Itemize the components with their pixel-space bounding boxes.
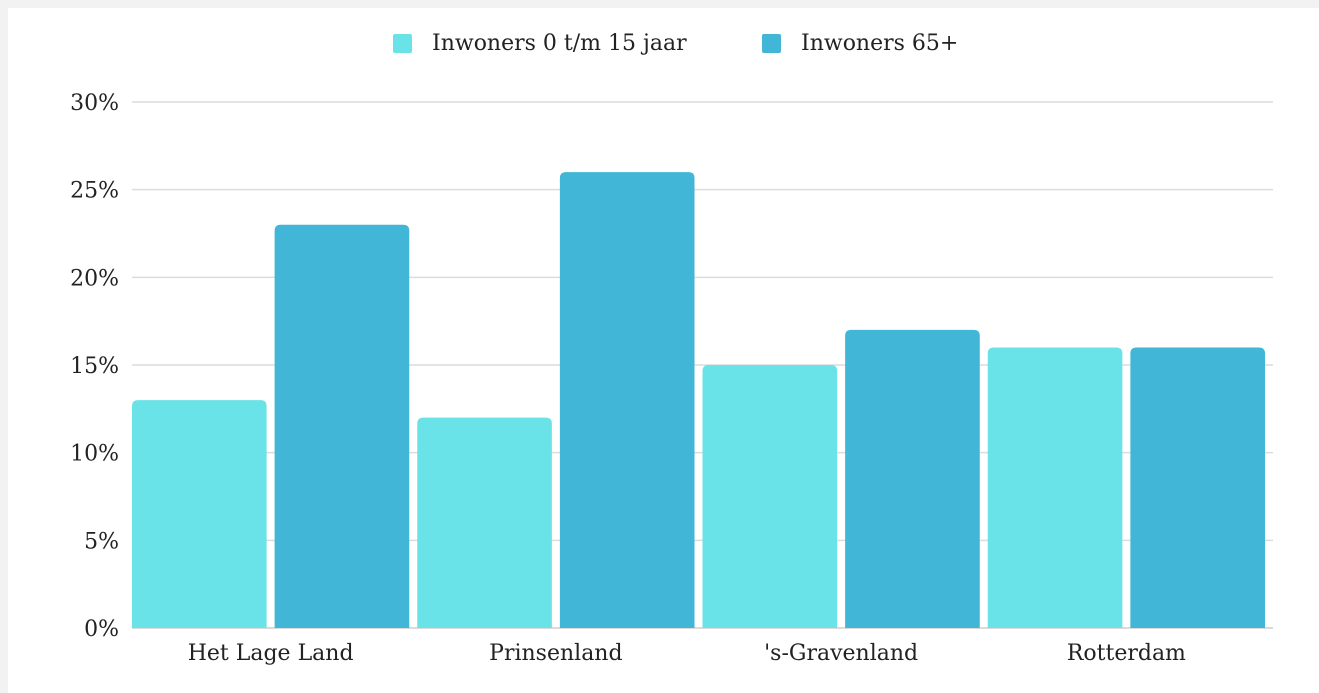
x-tick-label: Rotterdam	[1067, 641, 1186, 666]
bars	[132, 172, 1265, 628]
legend-label-0-15-jaar: Inwoners 0 t/m 15 jaar	[432, 31, 687, 56]
y-tick-label: 15%	[70, 354, 119, 379]
y-tick-label: 30%	[70, 91, 119, 116]
y-tick-label: 25%	[70, 179, 119, 204]
legend-label-65-plus: Inwoners 65+	[801, 31, 958, 56]
y-tick-label: 5%	[84, 529, 119, 554]
y-tick-label: 10%	[70, 442, 119, 467]
x-tick-label: 's-Gravenland	[764, 641, 918, 666]
y-tick-label: 20%	[70, 266, 119, 291]
x-tick-label: Het Lage Land	[188, 641, 354, 666]
legend: Inwoners 0 t/m 15 jaar Inwoners 65+	[393, 31, 958, 56]
bar[interactable]	[417, 417, 552, 628]
x-axis: Het Lage Land Prinsenland 's-Gravenland Rot…	[188, 641, 1186, 666]
bar[interactable]	[274, 224, 410, 628]
bar[interactable]	[559, 172, 695, 628]
legend-swatch-0-15-jaar	[393, 34, 412, 53]
y-axis: 0% 5% 10% 15% 20% 25% 30%	[70, 91, 119, 642]
x-tick-label: Prinsenland	[489, 641, 622, 666]
legend-swatch-65-plus	[762, 34, 781, 53]
bar[interactable]	[845, 329, 980, 628]
bar[interactable]	[702, 365, 838, 628]
y-tick-label: 0%	[84, 617, 119, 642]
bar[interactable]	[1130, 347, 1265, 628]
bar[interactable]	[987, 347, 1123, 628]
bar[interactable]	[132, 400, 267, 628]
